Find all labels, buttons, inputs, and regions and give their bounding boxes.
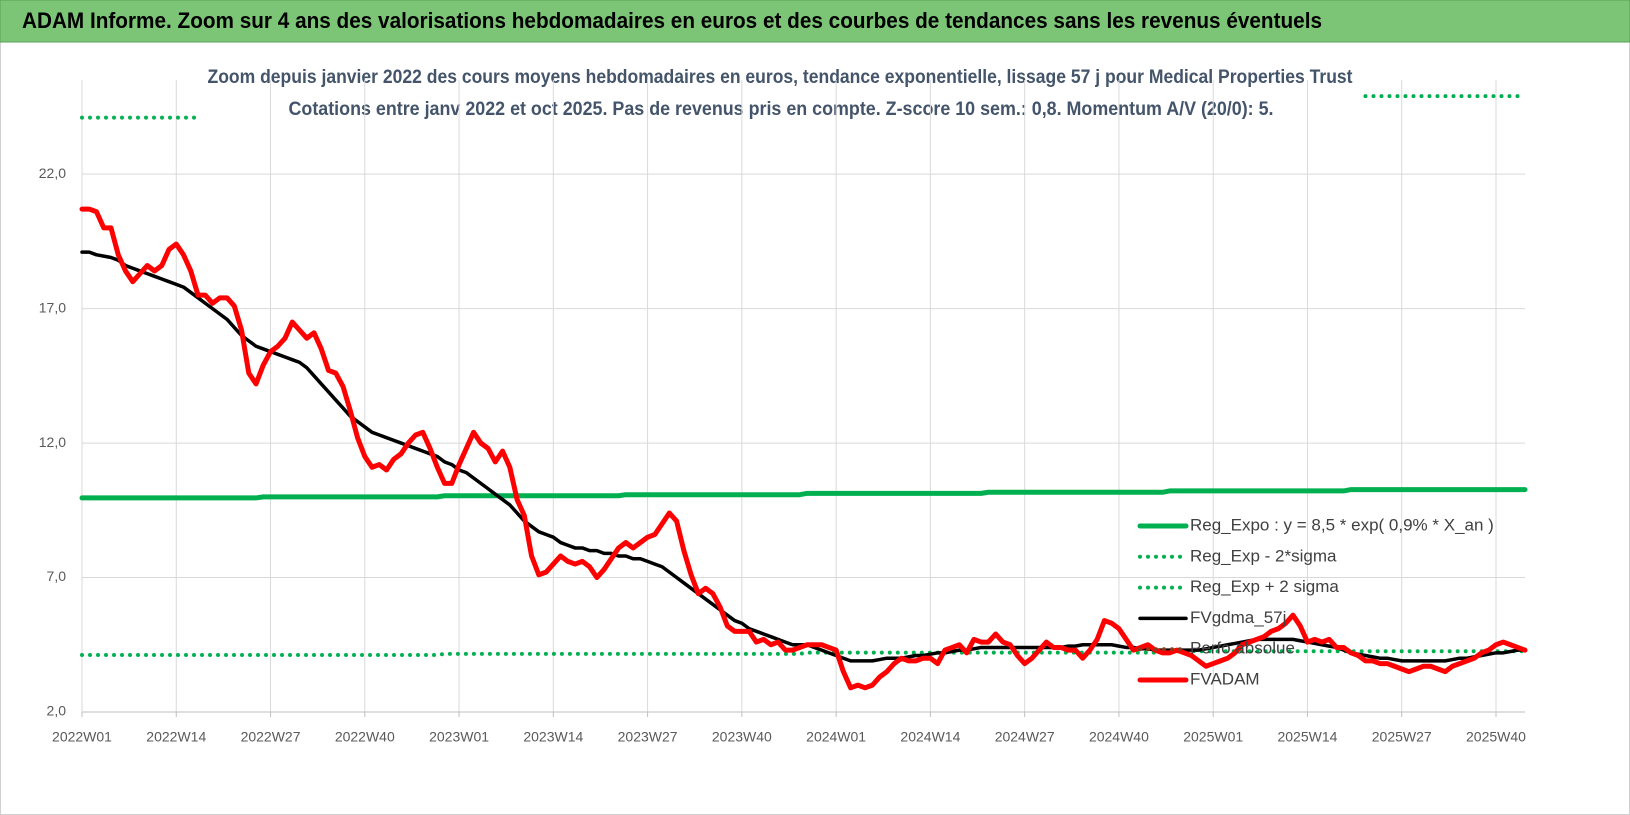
series-line <box>79 487 1528 501</box>
y-tick-label: 7,0 <box>47 568 67 584</box>
x-tick-label: 2022W40 <box>335 729 395 745</box>
legend-label: Reg_Exp + 2 sigma <box>1190 577 1339 596</box>
x-tick-label: 2022W27 <box>241 729 301 745</box>
x-tick-label: 2025W40 <box>1466 729 1526 745</box>
x-tick-label: 2024W01 <box>806 729 866 745</box>
x-tick-label: 2023W27 <box>618 729 678 745</box>
header-bar <box>0 0 1630 43</box>
x-tick-label: 2023W40 <box>712 729 772 745</box>
series-line <box>80 94 1527 120</box>
x-tick-label: 2023W01 <box>429 729 489 745</box>
x-tick-label: 2024W27 <box>995 729 1055 745</box>
x-tick-label: 2024W40 <box>1089 729 1149 745</box>
x-tick-label: 2025W14 <box>1277 729 1337 745</box>
legend-label: FVADAM <box>1190 669 1260 688</box>
legend-label: FVgdma_57j <box>1190 608 1286 627</box>
series-line <box>79 206 1528 691</box>
x-tick-label: 2024W14 <box>900 729 960 745</box>
chart-subtitle: Cotations entre janv 2022 et oct 2025. P… <box>289 99 1274 120</box>
x-tick-label: 2023W14 <box>523 729 583 745</box>
header-title: ADAM Informe. Zoom sur 4 ans des valoris… <box>22 8 1322 33</box>
y-tick-label: 2,0 <box>47 703 67 719</box>
x-tick-label: 2025W27 <box>1372 729 1432 745</box>
y-tick-label: 17,0 <box>39 299 66 315</box>
x-tick-label: 2022W01 <box>52 729 112 745</box>
series-line <box>80 649 1527 657</box>
x-tick-label: 2025W01 <box>1183 729 1243 745</box>
legend-label: Reg_Expo : y = 8,5 * exp( 0,9% * X_an ) <box>1190 515 1494 534</box>
legend-label: Perfo absolue <box>1190 639 1295 658</box>
x-tick-label: 2022W14 <box>146 729 206 745</box>
y-tick-label: 12,0 <box>39 434 66 450</box>
chart-title: Zoom depuis janvier 2022 des cours moyen… <box>208 67 1354 88</box>
y-tick-label: 22,0 <box>39 165 66 181</box>
legend-label: Reg_Exp - 2*sigma <box>1190 546 1337 565</box>
